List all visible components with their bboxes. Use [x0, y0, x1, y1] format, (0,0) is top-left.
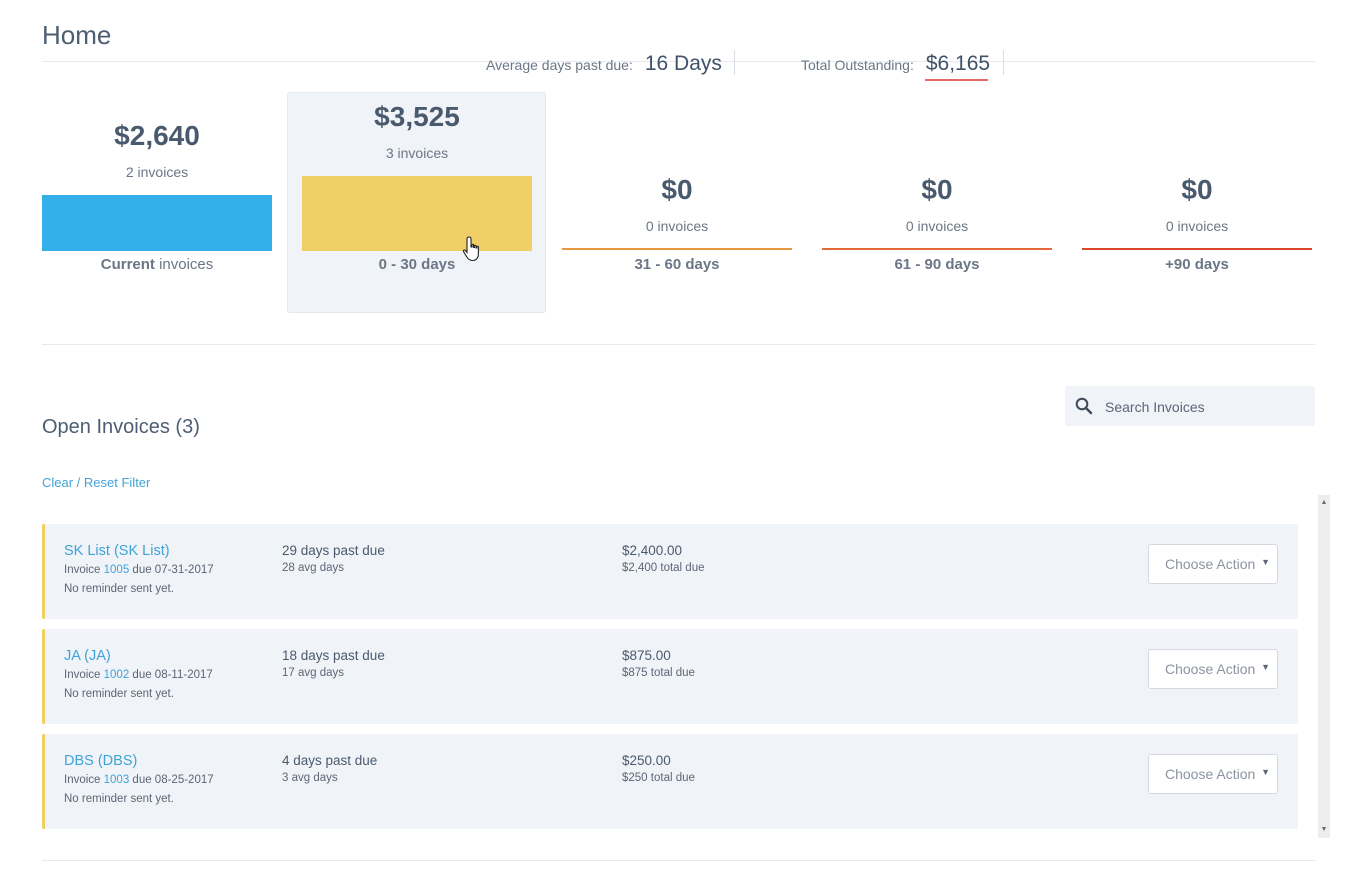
bucket-amount: $0	[661, 174, 693, 205]
invoice-row: DBS (DBS) Invoice 1003 due 08-25-2017 No…	[42, 734, 1298, 829]
bucket-label-bold: 31 - 60 days	[634, 256, 720, 273]
bucket-amount: $2,640	[114, 120, 200, 151]
reminder-status: No reminder sent yet.	[64, 793, 174, 805]
invoice-info: Invoice 1003 due 08-25-2017	[64, 774, 214, 786]
customer-link[interactable]: JA (JA)	[64, 648, 111, 664]
bucket-label-90-plus: +90 days	[1082, 256, 1312, 273]
invoice-row: SK List (SK List) Invoice 1005 due 07-31…	[42, 524, 1298, 619]
invoice-amount: $2,400.00	[622, 543, 683, 558]
bucket-label-31-60: 31 - 60 days	[562, 256, 792, 273]
scroll-up-icon[interactable]: ▲	[1320, 499, 1328, 506]
open-invoices-title: Open Invoices (3)	[42, 416, 200, 438]
total-outstanding-underline	[925, 79, 988, 81]
bucket-amount: $0	[921, 174, 953, 205]
total-outstanding-value: $6,165	[925, 52, 991, 75]
choose-action-value: Choose Action	[1165, 766, 1256, 782]
invoice-info: Invoice 1005 due 07-31-2017	[64, 564, 214, 576]
total-due: $2,400 total due	[622, 562, 705, 574]
hand-pointer-icon	[462, 236, 479, 262]
section-divider	[42, 344, 1315, 345]
reminder-status: No reminder sent yet.	[64, 688, 174, 700]
bucket-31-60[interactable]: $0 0 invoices	[562, 174, 792, 234]
invoice-number-link[interactable]: 1002	[103, 669, 130, 681]
bucket-bar-90-plus[interactable]	[1082, 248, 1312, 250]
invoice-row: JA (JA) Invoice 1002 due 08-11-2017 No r…	[42, 629, 1298, 724]
avg-days: 28 avg days	[282, 562, 345, 574]
bucket-count: 2 invoices	[125, 164, 189, 180]
bucket-label-bold: 0 - 30 days	[378, 256, 456, 273]
bucket-amount: $3,525	[374, 101, 460, 132]
bucket-61-90[interactable]: $0 0 invoices	[822, 174, 1052, 234]
search-box	[1065, 386, 1315, 428]
invoice-number-link[interactable]: 1003	[103, 774, 130, 786]
avg-days: 17 avg days	[282, 667, 345, 679]
bucket-count: 0 invoices	[1165, 218, 1229, 234]
bucket-count: 0 invoices	[645, 218, 709, 234]
header-divider	[42, 61, 1315, 62]
bucket-bar-31-60[interactable]	[562, 248, 792, 250]
avg-days-stat: Average days past due: 16 Days	[486, 52, 722, 76]
bucket-bar-current[interactable]	[42, 195, 272, 251]
bucket-label-bold: 61 - 90 days	[894, 256, 980, 273]
bucket-bar-0-30[interactable]	[302, 176, 532, 251]
clear-reset-filter-link[interactable]: Clear / Reset Filter	[42, 475, 151, 490]
page-title: Home	[42, 20, 112, 50]
avg-days-label: Average days past due:	[486, 57, 633, 73]
scroll-down-icon[interactable]: ▼	[1320, 826, 1328, 833]
bucket-label-current: Current invoices	[42, 256, 272, 273]
bucket-label-bold: Current	[100, 256, 155, 273]
caret-down-icon: ▼	[1261, 662, 1270, 672]
total-outstanding-stat: Total Outstanding: $6,165	[801, 52, 990, 76]
customer-link[interactable]: DBS (DBS)	[64, 753, 138, 769]
days-past-due: 4 days past due	[282, 753, 378, 768]
invoice-info: Invoice 1002 due 08-11-2017	[64, 669, 213, 681]
bucket-current[interactable]: $2,640 2 invoices	[42, 120, 272, 180]
days-past-due: 18 days past due	[282, 648, 385, 663]
reminder-status: No reminder sent yet.	[64, 583, 174, 595]
bucket-label-rest: invoices	[154, 256, 214, 273]
bucket-label-0-30: 0 - 30 days	[302, 256, 532, 273]
total-outstanding-label: Total Outstanding:	[801, 57, 914, 73]
choose-action-select[interactable]: Choose Action ▼	[1148, 544, 1278, 584]
invoice-number-link[interactable]: 1005	[103, 564, 130, 576]
search-input[interactable]	[1103, 386, 1307, 428]
choose-action-value: Choose Action	[1165, 661, 1256, 677]
total-due: $875 total due	[622, 667, 695, 679]
invoice-amount: $250.00	[622, 753, 671, 768]
invoice-amount: $875.00	[622, 648, 671, 663]
bucket-90-plus[interactable]: $0 0 invoices	[1082, 174, 1312, 234]
stat-separator	[1003, 50, 1004, 75]
bucket-0-30[interactable]: $3,525 3 invoices	[302, 101, 532, 161]
total-due: $250 total due	[622, 772, 695, 784]
bucket-count: 3 invoices	[385, 145, 449, 161]
bucket-label-61-90: 61 - 90 days	[822, 256, 1052, 273]
invoice-list-scrollbar[interactable]	[1318, 495, 1330, 838]
caret-down-icon: ▼	[1261, 767, 1270, 777]
days-past-due: 29 days past due	[282, 543, 385, 558]
avg-days-value: 16 Days	[644, 52, 722, 75]
customer-link[interactable]: SK List (SK List)	[64, 543, 170, 559]
choose-action-select[interactable]: Choose Action ▼	[1148, 649, 1278, 689]
search-icon	[1075, 397, 1093, 415]
choose-action-select[interactable]: Choose Action ▼	[1148, 754, 1278, 794]
bucket-bar-61-90[interactable]	[822, 248, 1052, 250]
bucket-count: 0 invoices	[905, 218, 969, 234]
caret-down-icon: ▼	[1261, 557, 1270, 567]
bucket-label-bold: +90 days	[1165, 256, 1229, 273]
choose-action-value: Choose Action	[1165, 556, 1256, 572]
stat-separator	[734, 50, 735, 75]
bucket-amount: $0	[1181, 174, 1213, 205]
avg-days: 3 avg days	[282, 772, 338, 784]
footer-divider	[42, 860, 1315, 861]
